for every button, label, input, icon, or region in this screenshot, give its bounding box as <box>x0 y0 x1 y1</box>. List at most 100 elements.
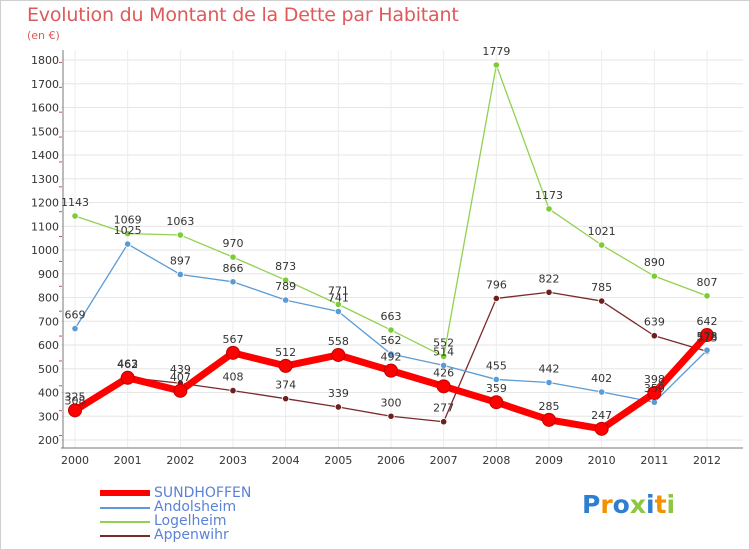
data-label-andolsheim: 514 <box>433 345 454 358</box>
x-tick-label: 2007 <box>430 454 458 467</box>
data-label-sundhoffen: 642 <box>697 315 718 328</box>
y-tick-label: 1700 <box>31 78 59 91</box>
data-label-logelheim: 771 <box>328 284 349 297</box>
x-tick-label: 2012 <box>693 454 721 467</box>
data-label-andolsheim: 402 <box>591 372 612 385</box>
data-label-logelheim: 1069 <box>114 214 142 227</box>
data-point-appenwihr <box>650 332 658 340</box>
proxiti-logo-letter: r <box>600 490 613 519</box>
legend-swatch-sundhoffen <box>100 490 150 496</box>
data-label-andolsheim: 866 <box>223 262 244 275</box>
data-point-sundhoffen <box>594 421 609 436</box>
data-label-logelheim: 1173 <box>535 189 563 202</box>
data-point-appenwihr <box>334 403 342 411</box>
data-point-logelheim <box>598 241 606 249</box>
y-tick-label: 1800 <box>31 54 59 67</box>
x-tick-label: 2000 <box>61 454 89 467</box>
data-label-logelheim: 807 <box>697 276 718 289</box>
data-point-andolsheim <box>440 361 448 370</box>
data-point-sundhoffen <box>384 363 398 378</box>
data-point-andolsheim <box>176 270 184 279</box>
y-tick-label: 1400 <box>31 149 59 162</box>
data-point-appenwihr <box>440 418 448 426</box>
x-tick-label: 2002 <box>166 454 194 467</box>
legend-label-andolsheim: Andolsheim <box>154 499 237 515</box>
data-point-logelheim <box>71 212 79 220</box>
data-point-sundhoffen <box>226 345 240 360</box>
data-label-sundhoffen: 285 <box>539 400 560 413</box>
data-label-logelheim: 1063 <box>166 215 194 228</box>
data-label-sundhoffen: 558 <box>328 335 349 348</box>
data-label-sundhoffen: 512 <box>275 346 296 359</box>
x-tick-label: 2001 <box>114 454 142 467</box>
data-point-andolsheim <box>282 296 290 304</box>
data-label-andolsheim: 897 <box>170 254 191 267</box>
data-label-appenwihr: 300 <box>381 396 402 409</box>
data-point-appenwihr <box>598 297 606 305</box>
data-point-andolsheim <box>124 240 132 248</box>
data-label-appenwihr: 308 <box>65 394 86 407</box>
data-label-andolsheim: 741 <box>328 292 349 305</box>
data-point-sundhoffen <box>120 370 135 385</box>
y-tick-label: 1600 <box>31 102 59 115</box>
y-tick-label: 1200 <box>31 197 59 210</box>
data-label-appenwihr: 374 <box>275 379 296 392</box>
x-tick-label: 2008 <box>482 454 510 467</box>
data-label-logelheim: 1021 <box>588 225 616 238</box>
data-label-andolsheim: 455 <box>486 359 507 372</box>
y-tick-label: 1100 <box>31 220 59 233</box>
data-point-appenwihr <box>282 395 290 403</box>
data-label-sundhoffen: 407 <box>170 371 191 384</box>
data-label-andolsheim: 789 <box>275 280 296 293</box>
data-label-appenwihr: 339 <box>328 387 349 400</box>
data-point-logelheim <box>703 292 711 300</box>
x-tick-label: 2004 <box>272 454 300 467</box>
data-label-appenwihr: 639 <box>644 316 665 329</box>
data-point-andolsheim <box>334 307 342 316</box>
legend-swatch-appenwihr <box>100 535 150 537</box>
data-point-logelheim <box>440 352 448 360</box>
x-tick-label: 2010 <box>588 454 616 467</box>
data-label-sundhoffen: 247 <box>591 409 612 422</box>
data-label-andolsheim: 1025 <box>114 224 142 237</box>
data-point-andolsheim <box>229 278 237 286</box>
data-label-appenwihr: 277 <box>433 402 454 415</box>
data-point-appenwihr <box>545 288 553 296</box>
proxiti-logo-letter: x <box>629 490 646 519</box>
data-point-logelheim <box>176 231 184 239</box>
data-label-logelheim: 873 <box>275 260 296 273</box>
legend-label-logelheim: Logelheim <box>154 513 227 529</box>
data-label-sundhoffen: 359 <box>486 382 507 395</box>
data-point-sundhoffen <box>647 385 662 400</box>
data-label-logelheim: 1779 <box>482 45 510 58</box>
data-label-sundhoffen: 567 <box>223 333 244 346</box>
data-point-logelheim <box>650 272 658 280</box>
data-point-appenwihr <box>492 294 500 303</box>
data-label-andolsheim: 669 <box>65 309 86 322</box>
data-point-logelheim <box>124 230 132 238</box>
data-label-appenwihr: 463 <box>117 358 138 371</box>
data-label-appenwihr: 785 <box>591 281 612 294</box>
data-point-logelheim <box>229 253 237 261</box>
data-point-logelheim <box>492 61 500 69</box>
data-label-andolsheim: 578 <box>697 330 718 343</box>
data-label-sundhoffen: 462 <box>117 358 138 371</box>
data-label-sundhoffen: 325 <box>65 390 86 403</box>
data-label-logelheim: 552 <box>433 336 454 349</box>
y-tick-label: 400 <box>38 387 59 400</box>
data-point-andolsheim <box>545 378 553 387</box>
data-point-sundhoffen <box>542 412 556 427</box>
data-point-sundhoffen <box>173 383 188 398</box>
legend-swatch-andolsheim <box>100 507 150 509</box>
data-label-appenwihr: 822 <box>539 272 560 285</box>
x-tick-label: 2011 <box>640 454 668 467</box>
data-label-sundhoffen: 398 <box>644 373 665 386</box>
y-tick-label: 700 <box>38 315 59 328</box>
data-label-appenwihr: 439 <box>170 363 191 376</box>
x-tick-label: 2006 <box>377 454 405 467</box>
proxiti-logo-letter: i <box>646 490 655 519</box>
data-point-andolsheim <box>387 350 395 358</box>
proxiti-logo: Proxiti <box>582 490 675 519</box>
data-point-andolsheim <box>650 398 658 406</box>
data-point-logelheim <box>334 300 342 308</box>
